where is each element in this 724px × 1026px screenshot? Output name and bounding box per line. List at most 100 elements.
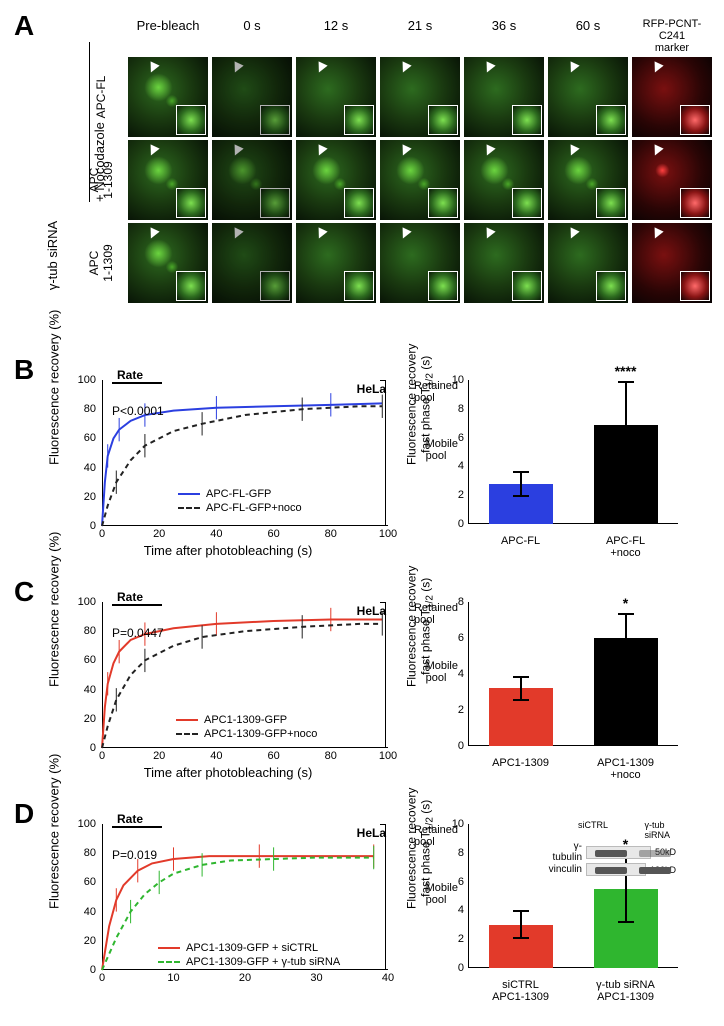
legend-label: APC-FL-GFP: [206, 488, 271, 500]
microscopy-time-header: 0 s: [212, 18, 292, 54]
panel-b-line-chart: Fluorescence recovery (%) 020406080100 0…: [58, 370, 398, 560]
error-bar: [625, 381, 627, 467]
microscopy-cell: [632, 140, 712, 220]
arrow-icon: [566, 62, 579, 75]
x-tick: 30: [310, 972, 322, 984]
panel-c-line-chart: Fluorescence recovery (%) 020406080100 0…: [58, 592, 398, 782]
bar-y-tick: 6: [458, 432, 464, 444]
microscopy-cell: [296, 140, 376, 220]
y-tick: 0: [90, 964, 96, 976]
bar-y-tick: 10: [452, 818, 464, 830]
microscopy-cell: [548, 140, 628, 220]
error-bar: [520, 676, 522, 701]
bar-y-tick: 4: [458, 460, 464, 472]
arrow-icon: [566, 145, 579, 158]
x-tick: 40: [382, 972, 394, 984]
panel-a-label: A: [14, 10, 34, 42]
microscopy-inset: [428, 105, 458, 135]
arrow-icon: [398, 145, 411, 158]
legend-label: APC1-1309-GFP: [204, 714, 287, 726]
microscopy-inset: [260, 271, 290, 301]
x-tick: 60: [267, 750, 279, 762]
x-tick: 0: [99, 528, 105, 540]
bar-x-label: γ-tub siRNAAPC1-1309: [586, 979, 666, 1004]
bar-x-label: APC1-1309: [481, 757, 561, 782]
bar-y-tick: 4: [458, 904, 464, 916]
microscopy-time-header: 36 s: [464, 18, 544, 54]
y-axis-label: Fluorescence recovery (%): [47, 754, 62, 909]
y-tick: 0: [90, 742, 96, 754]
side-label-nocodazole: + Nocodazole: [92, 122, 107, 202]
bar-x-label: APC1-1309+noco: [586, 757, 666, 782]
microscopy-cell: [296, 57, 376, 137]
x-tick: 0: [99, 972, 105, 984]
microscopy-inset: [428, 271, 458, 301]
y-tick: 60: [84, 654, 96, 666]
error-bar: [520, 910, 522, 939]
microscopy-cell: [212, 223, 292, 303]
blot-strip: [595, 850, 627, 857]
y-tick: 100: [78, 596, 96, 608]
microscopy-cell: [296, 223, 376, 303]
x-tick: 40: [210, 528, 222, 540]
microscopy-inset: [512, 188, 542, 218]
legend-item: APC1-1309-GFP: [176, 714, 317, 726]
bar: [489, 688, 553, 746]
microscopy-cell: [548, 57, 628, 137]
blot-strip: [639, 850, 671, 857]
y-tick: 80: [84, 403, 96, 415]
microscopy-cell: [632, 223, 712, 303]
bar-y-tick: 0: [458, 518, 464, 530]
bar-y-tick: 2: [458, 933, 464, 945]
legend: APC1-1309-GFP + siCTRL APC1-1309-GFP + γ-…: [158, 940, 340, 968]
arrow-icon: [230, 62, 243, 75]
microscopy-cell: [632, 57, 712, 137]
error-bar: [520, 471, 522, 497]
legend-label: APC1-1309-GFP+noco: [204, 728, 317, 740]
microscopy-inset: [260, 105, 290, 135]
bar-y-axis-label: Fluorescence recoveryfast phase T1/2 (s): [404, 344, 435, 465]
y-tick: 40: [84, 684, 96, 696]
bar-y-tick: 8: [458, 847, 464, 859]
bar-y-axis-label: Fluorescence recoveryfast phase T1/2 (s): [404, 566, 435, 687]
significance-marker: *: [623, 595, 628, 611]
arrow-icon: [398, 62, 411, 75]
blot-row: γ-tubulin50kD: [546, 841, 676, 863]
x-tick: 100: [379, 528, 397, 540]
blot-protein-label: vinculin: [546, 864, 582, 875]
marker-header: RFP-PCNT-C241marker: [632, 18, 712, 54]
microscopy-time-header: 12 s: [296, 18, 376, 54]
legend-item: APC1-1309-GFP + siCTRL: [158, 942, 340, 954]
arrow-icon: [230, 228, 243, 241]
arrow-icon: [566, 228, 579, 241]
y-tick: 100: [78, 818, 96, 830]
legend-item: APC1-1309-GFP+noco: [176, 728, 317, 740]
y-tick: 40: [84, 906, 96, 918]
bar-y-axis-label: Fluorescence recoveryfast phase T1/2 (s): [404, 788, 435, 909]
blot-protein-label: γ-tubulin: [546, 841, 582, 863]
arrow-icon: [146, 145, 159, 158]
x-tick: 100: [379, 750, 397, 762]
bar-y-tick: 2: [458, 489, 464, 501]
legend-item: APC1-1309-GFP + γ-tub siRNA: [158, 956, 340, 968]
y-tick: 20: [84, 713, 96, 725]
blot-strip: [639, 867, 671, 874]
bar-y-tick: 6: [458, 876, 464, 888]
blot-lane-label: γ-tubsiRNA: [644, 820, 670, 840]
microscopy-cell: [464, 223, 544, 303]
microscopy-inset: [596, 271, 626, 301]
p-value: P=0.0447: [112, 626, 164, 640]
panel-a: A Pre-bleach0 s12 s21 s36 s60 sRFP-PCNT-…: [8, 8, 716, 348]
y-tick: 80: [84, 625, 96, 637]
microscopy-cell: [380, 223, 460, 303]
legend-swatch: [158, 947, 180, 949]
arrow-icon: [314, 145, 327, 158]
microscopy-inset: [512, 105, 542, 135]
y-tick: 60: [84, 432, 96, 444]
panel-c-label: C: [14, 576, 34, 608]
legend-swatch: [178, 507, 200, 509]
microscopy-inset: [260, 188, 290, 218]
x-tick: 80: [325, 750, 337, 762]
arrow-icon: [650, 145, 663, 158]
x-tick: 10: [167, 972, 179, 984]
